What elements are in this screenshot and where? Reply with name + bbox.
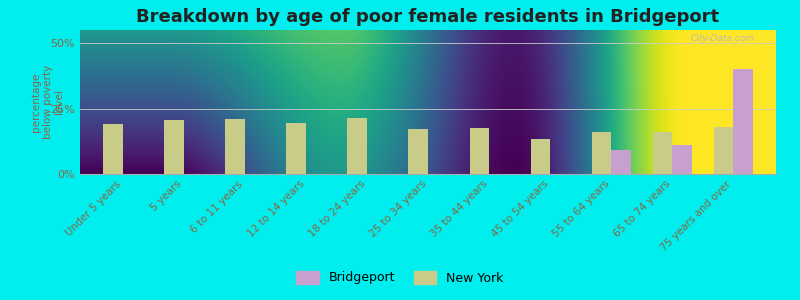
Bar: [672, 145, 692, 174]
Bar: [103, 124, 122, 174]
Bar: [653, 132, 672, 174]
Bar: [734, 69, 753, 174]
Bar: [611, 150, 630, 174]
Y-axis label: percentage
below poverty
level: percentage below poverty level: [31, 65, 64, 139]
Bar: [347, 118, 367, 174]
Bar: [714, 127, 734, 174]
Legend: Bridgeport, New York: Bridgeport, New York: [290, 265, 510, 291]
Bar: [226, 119, 245, 174]
Bar: [164, 120, 184, 174]
Bar: [409, 130, 428, 174]
Bar: [286, 123, 306, 174]
Title: Breakdown by age of poor female residents in Bridgeport: Breakdown by age of poor female resident…: [137, 8, 719, 26]
Bar: [470, 128, 489, 174]
Bar: [530, 139, 550, 174]
Text: City-Data.com: City-Data.com: [691, 34, 755, 43]
Bar: [592, 132, 611, 174]
